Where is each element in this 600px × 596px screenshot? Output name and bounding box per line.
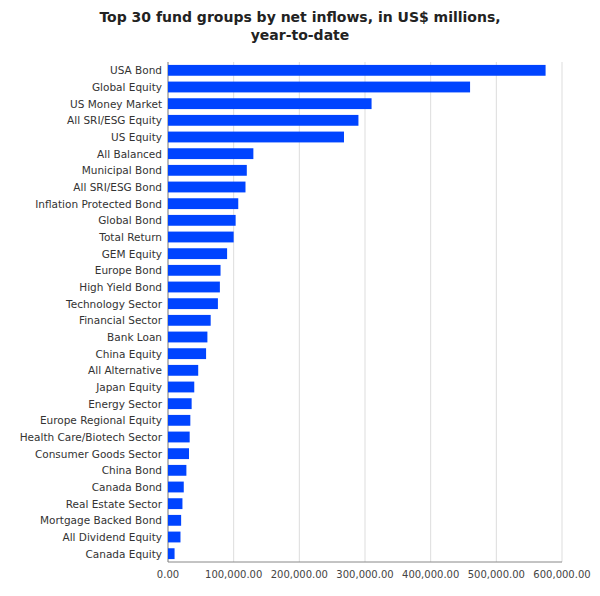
bar (168, 332, 207, 343)
bar (168, 548, 175, 559)
y-tick-label: High Yield Bond (79, 281, 162, 293)
x-tick-label: 100,000.00 (205, 569, 262, 580)
y-tick-label: Financial Sector (79, 314, 163, 326)
x-tick-label: 200,000.00 (271, 569, 328, 580)
bar (168, 65, 546, 76)
grid-line (430, 62, 431, 562)
y-tick-label: Bank Loan (107, 331, 162, 343)
bar (168, 165, 247, 176)
y-tick-label: US Money Market (70, 98, 162, 110)
chart-svg: Top 30 fund groups by net inflows, in US… (0, 0, 600, 596)
bar (168, 415, 190, 426)
y-tick-label: Energy Sector (88, 398, 163, 410)
y-tick-label: China Bond (102, 464, 162, 476)
bar (168, 448, 189, 459)
y-tick-label: Japan Equity (95, 381, 162, 393)
bar (168, 382, 194, 393)
bar (168, 532, 180, 543)
page: {"chart_data": {"type": "bar", "orientat… (0, 0, 600, 596)
x-tick-label: 400,000.00 (402, 569, 459, 580)
y-tick-label: Technology Sector (65, 298, 163, 310)
y-tick-label: Total Return (98, 231, 162, 243)
bar (168, 315, 211, 326)
bar (168, 148, 253, 159)
y-tick-label: Europe Bond (95, 264, 162, 276)
grid-line (496, 62, 497, 562)
bar (168, 182, 245, 193)
bar (168, 82, 470, 93)
bar (168, 348, 206, 359)
bar (168, 198, 238, 209)
title: Top 30 fund groups by net inflows, in US… (99, 9, 500, 43)
bar (168, 482, 184, 493)
y-tick-label: All SRI/ESG Bond (73, 181, 162, 193)
x-tick-label: 0.00 (157, 569, 179, 580)
y-tick-label: Canada Bond (92, 481, 162, 493)
bar (168, 98, 372, 109)
bars (168, 65, 546, 559)
y-tick-label: Global Equity (92, 81, 162, 93)
y-tick-label: All Balanced (97, 148, 162, 160)
bar (168, 515, 181, 526)
title-line: year-to-date (251, 27, 350, 43)
x-axis: 0.00 100,000.00 200,000.00 300,000.00 400,00… (157, 569, 591, 580)
grid-line (365, 62, 366, 562)
bar (168, 115, 358, 126)
y-tick-label: Global Bond (98, 214, 162, 226)
y-tick-label: US Equity (111, 131, 162, 143)
bar (168, 248, 227, 259)
x-axis-line (168, 562, 562, 563)
y-tick-label: All SRI/ESG Equity (67, 114, 162, 126)
y-tick-label: Canada Equity (86, 548, 163, 560)
bar (168, 398, 192, 409)
y-tick-label: Mortgage Backed Bond (40, 514, 162, 526)
background (0, 0, 600, 596)
bar (168, 432, 190, 443)
grid (168, 62, 562, 562)
y-tick-label: Consumer Goods Sector (35, 448, 163, 460)
bar (168, 215, 236, 226)
bar (168, 132, 344, 143)
y-tick-label: Inflation Protected Bond (35, 198, 162, 210)
y-axis: USA Bond Global Equity US Money Market All … (20, 64, 163, 559)
y-tick-label: USA Bond (110, 64, 162, 76)
x-tick-label: 600,000.00 (533, 569, 590, 580)
bar (168, 498, 182, 509)
grid-line (562, 62, 563, 562)
bar (168, 298, 218, 309)
y-tick-label: GEM Equity (102, 248, 162, 260)
y-tick-label: Europe Regional Equity (40, 414, 162, 426)
y-tick-label: Municipal Bond (82, 164, 162, 176)
x-tick-label: 300,000.00 (336, 569, 393, 580)
bar (168, 282, 220, 293)
title-line: Top 30 fund groups by net inflows, in US… (99, 9, 500, 25)
bar (168, 465, 186, 476)
chart-container: Top 30 fund groups by net inflows, in US… (0, 0, 600, 596)
y-tick-label: All Dividend Equity (63, 531, 162, 543)
bar (168, 265, 221, 276)
y-tick-label: Real Estate Sector (66, 498, 163, 510)
y-tick-label: China Equity (95, 348, 162, 360)
y-tick-label: All Alternative (88, 364, 162, 376)
bar (168, 232, 234, 243)
bar (168, 365, 198, 376)
y-tick-label: Health Care/Biotech Sector (20, 431, 163, 443)
x-tick-label: 500,000.00 (468, 569, 525, 580)
